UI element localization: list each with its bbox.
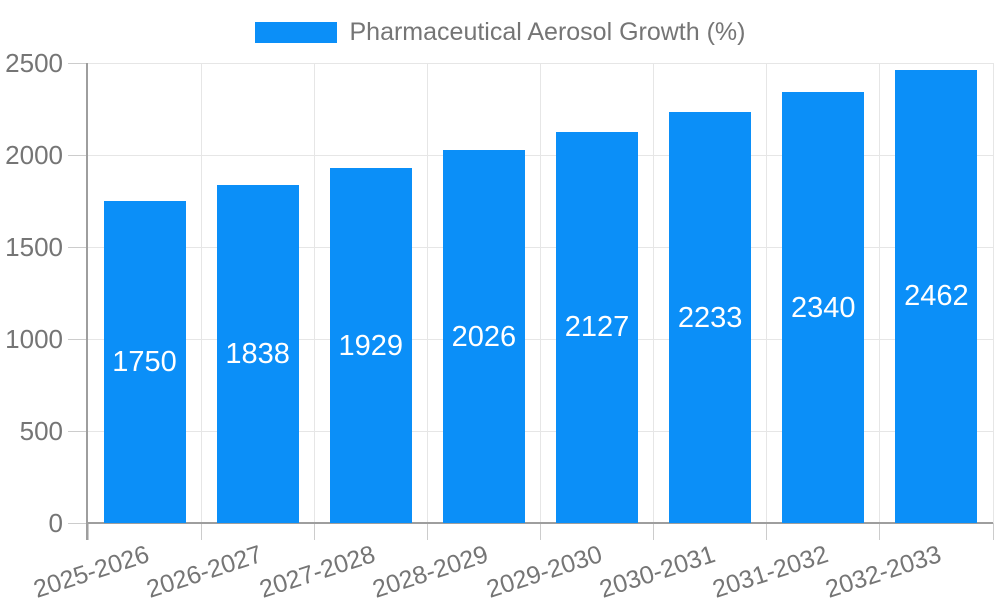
bar-value-label: 2340 [791,291,856,324]
bar-value-label: 1838 [225,337,290,370]
y-axis-tick-label: 1500 [5,232,63,262]
bar-2032-2033 [895,69,978,523]
bar-2031-2032 [782,92,865,523]
x-axis-tick-label: 2026-2027 [143,540,266,600]
v-gridline [653,63,655,523]
legend-label: Pharmaceutical Aerosol Growth (%) [349,18,746,46]
x-axis-tick-label: 2027-2028 [256,540,379,600]
bar-2029-2030 [556,131,639,523]
y-axis-line [86,63,88,540]
x-axis-tick [992,523,994,540]
chart-legend: Pharmaceutical Aerosol Growth (%) [0,18,1000,47]
y-axis-tick-label: 2000 [5,140,63,170]
x-axis-tick [766,523,768,540]
y-axis-tick [68,154,88,156]
x-axis-tick-label: 2031-2032 [708,540,832,600]
x-axis-tick [879,523,881,540]
bar-2027-2028 [329,168,412,523]
x-axis-tick-label: 2032-2033 [822,540,945,600]
x-axis-tick-label: 2030-2031 [595,540,719,600]
bar-2026-2027 [216,184,299,523]
bar-2030-2031 [669,112,752,523]
x-axis-tick [200,523,202,540]
v-gridline [992,63,994,523]
v-gridline [766,63,768,523]
bar-value-label: 2462 [904,280,969,313]
x-axis-tick [540,523,541,540]
bar-value-label: 2026 [451,320,517,353]
x-axis-tick-label: 2025-2026 [30,540,153,600]
x-axis-tick-label: 2028-2029 [369,540,492,600]
x-axis-tick-label: 2029-2030 [482,540,606,600]
x-axis-tick [313,523,315,540]
y-axis-tick [68,522,88,524]
y-axis-tick [68,430,88,432]
x-axis-tick [426,523,428,540]
x-axis-line [88,522,993,524]
x-axis-tick [653,523,655,540]
y-axis-tick-label: 2500 [5,48,63,78]
bar-value-label: 1929 [338,329,404,362]
y-axis-tick-label: 1000 [5,324,63,354]
legend-swatch [254,22,337,43]
v-gridline [540,63,541,523]
bar-value-label: 2233 [677,301,743,334]
v-gridline [879,63,881,523]
bar-2025-2026 [103,201,186,523]
y-axis-tick [68,62,88,64]
v-gridline [200,63,202,523]
bar-value-label: 2127 [564,311,630,344]
y-axis-tick-label: 500 [19,416,63,446]
y-axis-tick [68,246,88,248]
bar-2028-2029 [442,150,525,523]
y-axis-tick-label: 0 [48,508,63,538]
v-gridline [313,63,315,523]
v-gridline [426,63,428,523]
bar-value-label: 1750 [112,346,177,378]
x-axis-tick [87,523,89,540]
y-axis-tick [68,338,88,340]
